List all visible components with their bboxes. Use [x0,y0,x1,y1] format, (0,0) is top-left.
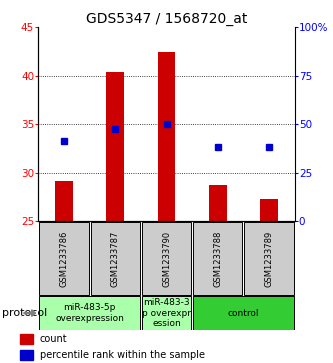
Bar [260,199,278,221]
Bar [142,222,191,295]
Bar [244,222,294,295]
Bar [39,222,89,295]
Bar [142,296,191,330]
Bar [20,350,33,360]
Text: miR-483-3
p overexpr
ession: miR-483-3 p overexpr ession [142,298,191,328]
Text: percentile rank within the sample: percentile rank within the sample [40,350,205,360]
Text: GSM1233790: GSM1233790 [162,231,171,287]
Text: control: control [228,309,259,318]
Bar [39,296,140,330]
Bar [55,181,73,221]
Text: GSM1233786: GSM1233786 [59,231,69,287]
Text: GSM1233788: GSM1233788 [213,231,222,287]
Text: protocol: protocol [2,308,47,318]
Text: GSM1233787: GSM1233787 [111,231,120,287]
Bar [209,184,227,221]
Bar [20,334,33,344]
Text: count: count [40,334,68,344]
Bar [91,222,140,295]
Title: GDS5347 / 1568720_at: GDS5347 / 1568720_at [86,12,247,26]
Text: GSM1233789: GSM1233789 [264,231,274,287]
Bar [193,222,242,295]
Text: miR-483-5p
overexpression: miR-483-5p overexpression [55,303,124,323]
Bar [158,53,175,221]
Bar [193,296,294,330]
Bar [106,72,124,221]
